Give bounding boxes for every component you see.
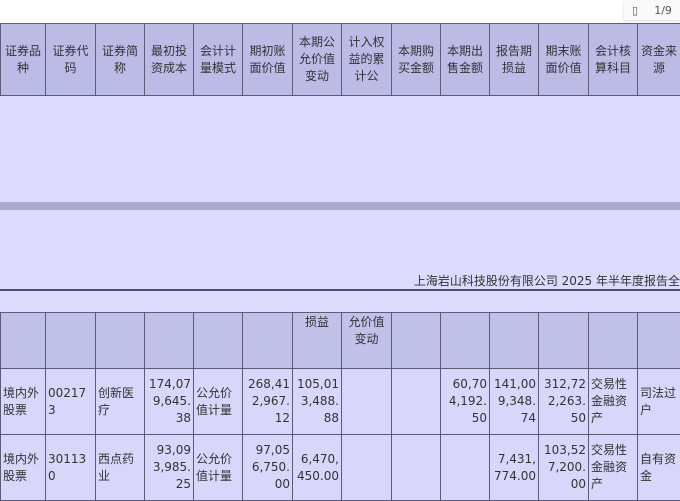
header-continuation-row-cell (490, 313, 539, 369)
toolbar-icons: ▯ 1/9 (624, 0, 680, 20)
header-continuation-row-cell (638, 313, 680, 369)
table-row-cell: 174,079,645.38 (145, 369, 194, 435)
header-continuation-row-cell (145, 313, 194, 369)
page-indicator[interactable]: 1/9 (654, 4, 672, 17)
header-continuation-row-cell (392, 313, 441, 369)
table-row-cell: 93,093,985.25 (145, 435, 194, 501)
table-row-cell: 自有资金 (638, 435, 680, 501)
footer-line (0, 289, 680, 291)
header-row-cell: 证券简称 (96, 24, 145, 96)
table-row-cell: 105,013,488.88 (293, 369, 342, 435)
header-row-cell: 证券品种 (1, 24, 46, 96)
table-row-cell: 002173 (46, 369, 96, 435)
table-row-cell (342, 435, 392, 501)
table-row-cell (392, 435, 441, 501)
header-row-cell: 证券代码 (46, 24, 96, 96)
header-row-cell: 最初投资成本 (145, 24, 194, 96)
header-row-cell: 本期购买金额 (392, 24, 441, 96)
header-continuation-row-cell (243, 313, 293, 369)
header-row-cell: 会计计量模式 (194, 24, 243, 96)
table-row-cell: 境内外股票 (1, 369, 46, 435)
header-row-cell: 期末账面价值 (539, 24, 589, 96)
table-row-cell: 西点药业 (96, 435, 145, 501)
header-row-cell: 本期公允价值变动 (293, 24, 342, 96)
header-continuation-row-cell (589, 313, 638, 369)
table-row-cell (441, 435, 490, 501)
header-continuation-row-cell (441, 313, 490, 369)
table-row-cell: 交易性金融资产 (589, 369, 638, 435)
header-row-cell: 会计核算科目 (589, 24, 638, 96)
header-continuation-row-cell (194, 313, 243, 369)
header-row: 证券品种证券代码证券简称最初投资成本会计计量模式期初账面价值本期公允价值变动计入… (1, 24, 680, 96)
header-row-cell: 资金来源 (638, 24, 680, 96)
table-row-cell: 创新医疗 (96, 369, 145, 435)
table-row-cell (342, 369, 392, 435)
header-row-cell: 计入权益的累计公 (342, 24, 392, 96)
header-continuation-row-cell (1, 313, 46, 369)
header-continuation-row-cell (96, 313, 145, 369)
header-continuation-row-cell (46, 313, 96, 369)
viewer-toolbar: ▯ 1/9 (0, 0, 680, 23)
table-row-cell: 141,009,348.74 (490, 369, 539, 435)
table-row-cell: 268,412,967.12 (243, 369, 293, 435)
table-row-cell: 境内外股票 (1, 435, 46, 501)
table-row-cell: 司法过户 (638, 369, 680, 435)
header-row-cell: 期初账面价值 (243, 24, 293, 96)
table-row-cell: 公允价值计量 (194, 369, 243, 435)
header-continuation-row: 损益允价值变动 (1, 313, 680, 369)
header-continuation-row-cell (539, 313, 589, 369)
table-row-cell: 97,056,750.00 (243, 435, 293, 501)
header-row-cell: 报告期损益 (490, 24, 539, 96)
header-continuation-row-cell: 损益 (293, 313, 342, 369)
table-row-cell: 103,527,200.00 (539, 435, 589, 501)
table-row-cell: 交易性金融资产 (589, 435, 638, 501)
table-row-cell: 公允价值计量 (194, 435, 243, 501)
header-row-cell: 本期出售金额 (441, 24, 490, 96)
securities-table-header: 证券品种证券代码证券简称最初投资成本会计计量模式期初账面价值本期公允价值变动计入… (0, 23, 680, 96)
table-row-cell: 7,431,774.00 (490, 435, 539, 501)
table-row-cell: 60,704,192.50 (441, 369, 490, 435)
page-footer: 上海岩山科技股份有限公司 2025 年半年度报告全 (414, 272, 680, 289)
table-row-cell: 312,722,263.50 (539, 369, 589, 435)
table-row-cell (392, 369, 441, 435)
table-row-cell: 6,470,450.00 (293, 435, 342, 501)
page-icon[interactable]: ▯ (632, 4, 638, 17)
page-separator (0, 202, 680, 210)
table-row-cell: 301130 (46, 435, 96, 501)
header-continuation-row-cell: 允价值变动 (342, 313, 392, 369)
